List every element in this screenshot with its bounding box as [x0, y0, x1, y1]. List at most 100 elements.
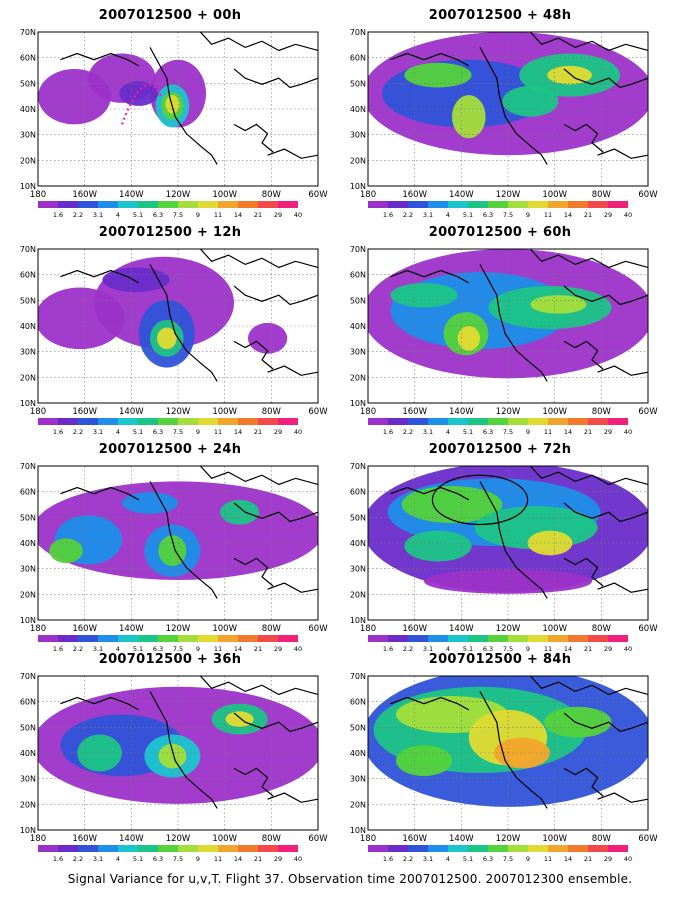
- colorbar-swatch: [528, 201, 548, 208]
- colorbar-label: 29: [604, 645, 612, 653]
- colorbar-label: 14: [234, 855, 242, 863]
- lon-label: 100W: [212, 834, 237, 844]
- map-border: [367, 675, 649, 831]
- lon-label: 120W: [496, 624, 521, 634]
- lon-label: 180: [360, 834, 376, 844]
- lat-label: 60N: [350, 488, 366, 497]
- map-panel-24h: 2007012500 + 24h 70N 60N 50N 40N 30N 20N 10N 18…: [20, 442, 360, 658]
- colorbar-swatch: [258, 635, 278, 642]
- variance-contour: [401, 486, 503, 523]
- colorbar-swatch: [468, 845, 488, 852]
- lat-label: 20N: [20, 590, 36, 599]
- colorbar-label: 5.1: [463, 855, 473, 863]
- colorbar-swatch: [608, 201, 628, 208]
- colorbar-swatch: [508, 201, 528, 208]
- coastline: [597, 792, 648, 803]
- coastline: [233, 502, 318, 523]
- lat-label: 70N: [20, 28, 36, 37]
- colorbar-label: 11: [214, 645, 222, 653]
- map-border: [37, 31, 319, 187]
- variance-field: [368, 32, 648, 186]
- colorbar-swatch: [588, 635, 608, 642]
- colorbar-label: 9: [196, 428, 200, 436]
- lon-label: 140W: [449, 407, 474, 417]
- coastline: [563, 767, 604, 797]
- colorbar-swatch: [198, 201, 218, 208]
- lon-label: 160W: [72, 624, 97, 634]
- lon-label: 80W: [592, 624, 612, 634]
- lon-label: 60W: [308, 190, 328, 200]
- coastline: [60, 486, 140, 501]
- coastline: [597, 148, 648, 159]
- colorbar-swatch: [98, 418, 118, 425]
- lat-label: 30N: [350, 565, 366, 574]
- colorbar-swatch: [178, 845, 198, 852]
- colorbar-label: 9: [526, 645, 530, 653]
- colorbar-label: 9: [196, 855, 200, 863]
- lat-label: 50N: [20, 79, 36, 88]
- panel-title: 2007012500 + 84h: [428, 652, 572, 667]
- colorbar-label: 40: [624, 855, 632, 863]
- lat-label: 60N: [20, 271, 36, 280]
- colorbar-swatch: [198, 418, 218, 425]
- variance-contour: [390, 282, 458, 308]
- colorbar-swatch: [528, 418, 548, 425]
- colorbar-label: 29: [274, 211, 282, 219]
- colorbar-label: 5.1: [133, 428, 143, 436]
- colorbar-label: 21: [584, 428, 592, 436]
- coastline: [149, 264, 218, 382]
- colorbar-label: 1.6: [53, 855, 63, 863]
- colorbar-label: 40: [294, 855, 302, 863]
- lat-label: 20N: [350, 156, 366, 165]
- colorbar-label: 11: [544, 645, 552, 653]
- lat-label: 50N: [20, 723, 36, 732]
- lat-label: 50N: [350, 296, 366, 305]
- coastline: [479, 264, 548, 382]
- colorbar-swatch: [158, 635, 178, 642]
- variance-contour: [248, 322, 288, 354]
- colorbar-swatch: [118, 845, 138, 852]
- colorbar-label: 29: [604, 855, 612, 863]
- colorbar-label: 5.1: [463, 211, 473, 219]
- lat-label: 20N: [20, 156, 36, 165]
- colorbar-label: 40: [294, 428, 302, 436]
- colorbar-label: 21: [584, 855, 592, 863]
- coastline: [479, 481, 548, 599]
- lon-label: 100W: [212, 624, 237, 634]
- lon-label: 140W: [119, 624, 144, 634]
- lat-label: 50N: [350, 513, 366, 522]
- colorbar-label: 11: [544, 855, 552, 863]
- colorbar-swatch: [138, 845, 158, 852]
- lat-label: 10N: [350, 826, 366, 835]
- colorbar-label: 14: [564, 211, 572, 219]
- lon-label: 140W: [449, 190, 474, 200]
- lat-label: 60N: [20, 488, 36, 497]
- colorbar-swatch: [588, 845, 608, 852]
- coastline: [563, 502, 648, 523]
- coastline: [563, 340, 604, 370]
- colorbar-label: 6.3: [153, 428, 163, 436]
- lon-label: 60W: [638, 624, 658, 634]
- lat-label: 40N: [20, 322, 36, 331]
- colorbar-label: 9: [196, 211, 200, 219]
- colorbar-label: 21: [584, 645, 592, 653]
- lat-label: 20N: [350, 373, 366, 382]
- coastline: [267, 365, 318, 376]
- lat-label: 20N: [350, 800, 366, 809]
- colorbar-label: 6.3: [153, 645, 163, 653]
- colorbar-label: 6.3: [483, 211, 493, 219]
- colorbar-label: 40: [624, 211, 632, 219]
- colorbar-label: 7.5: [173, 645, 183, 653]
- variance-field: [368, 676, 648, 830]
- colorbar-label: 7.5: [173, 428, 183, 436]
- lon-label: 180: [30, 834, 46, 844]
- lon-label: 140W: [119, 190, 144, 200]
- colorbar-swatch: [98, 201, 118, 208]
- colorbar-swatch: [178, 418, 198, 425]
- variance-contour: [158, 743, 187, 769]
- lat-label: 30N: [350, 775, 366, 784]
